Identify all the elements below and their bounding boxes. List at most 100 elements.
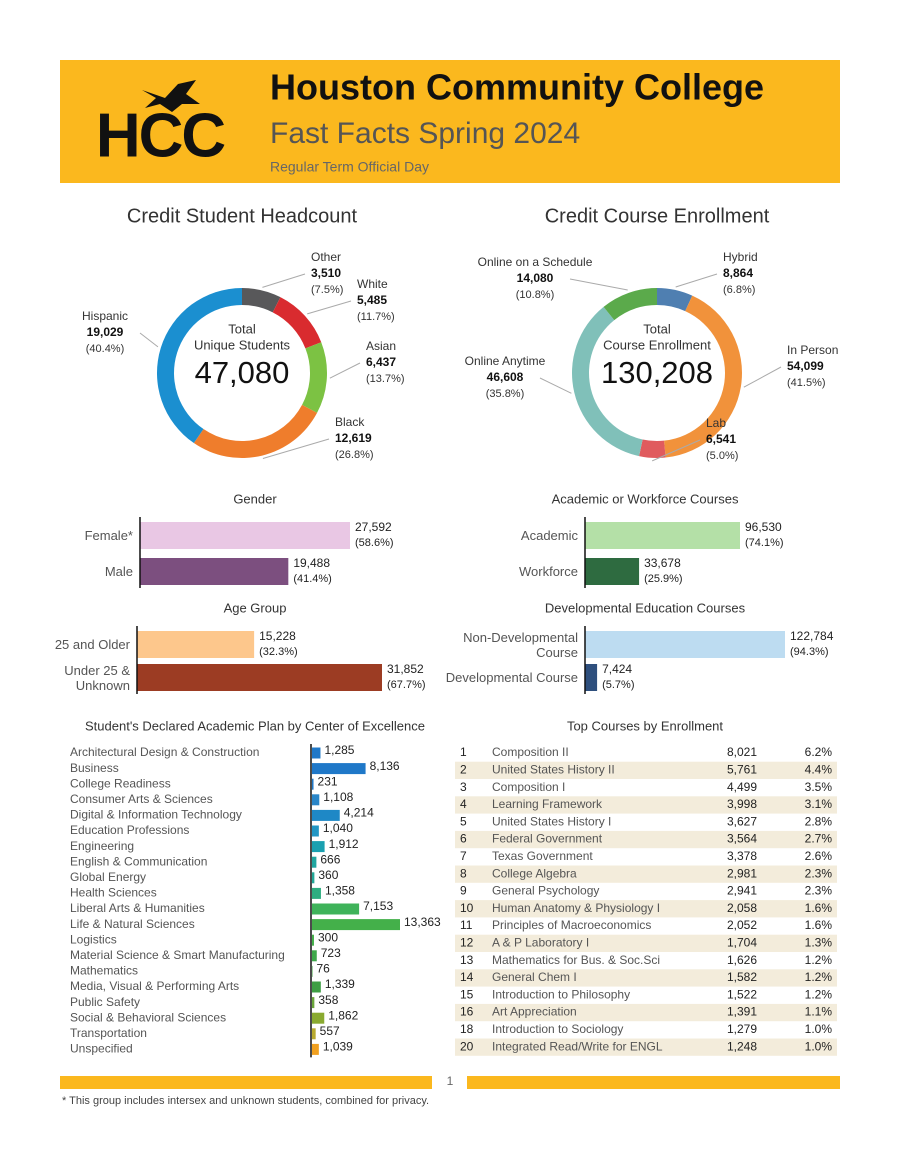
category-label: Transportation xyxy=(70,1026,147,1040)
donut-slice xyxy=(663,295,742,458)
leader-line xyxy=(139,332,159,348)
value-label: 15,228 xyxy=(259,629,296,643)
percent-label: (94.3%) xyxy=(790,646,829,658)
enrollment: 1,391 xyxy=(727,1005,757,1019)
category-label: Health Sciences xyxy=(70,886,157,900)
category-label-box: Developmental Course xyxy=(446,670,578,685)
donut-slice xyxy=(603,288,657,321)
share: 1.3% xyxy=(805,935,833,949)
bar xyxy=(312,903,360,915)
bar xyxy=(312,934,314,946)
slice-percent: (6.8%) xyxy=(723,284,755,296)
percent-label: (25.9%) xyxy=(644,573,683,585)
subtitle: Fast Facts Spring 2024 xyxy=(270,117,580,150)
slice-value: 6,541 xyxy=(706,432,736,446)
share: 3.5% xyxy=(805,780,833,794)
rank: 14 xyxy=(460,970,474,984)
enrollment: 2,981 xyxy=(727,866,757,880)
footnote: * This group includes intersex and unkno… xyxy=(62,1095,429,1107)
row-band xyxy=(455,934,837,952)
slice-value: 19,029 xyxy=(87,325,124,339)
bar xyxy=(312,1028,316,1040)
rank: 12 xyxy=(460,935,474,949)
leader-line xyxy=(262,438,330,459)
bar xyxy=(312,965,313,977)
enrollment: 8,021 xyxy=(727,745,757,759)
percent-label: (32.3%) xyxy=(259,646,298,658)
chart-title: Gender xyxy=(233,491,277,506)
category-label: 25 and Older xyxy=(54,637,130,652)
value-label: 666 xyxy=(320,852,340,866)
category-label-box: Female* xyxy=(85,528,133,543)
donut-slice xyxy=(571,306,643,457)
value-label: 76 xyxy=(317,962,331,976)
rank: 10 xyxy=(460,901,474,915)
course: Federal Government xyxy=(492,832,603,846)
course: Mathematics for Bus. & Soc.Sci xyxy=(492,953,660,967)
row-band xyxy=(455,969,837,987)
share: 1.2% xyxy=(805,970,833,984)
enrollment: 1,248 xyxy=(727,1039,757,1053)
share: 2.3% xyxy=(805,866,833,880)
percent-label: (67.7%) xyxy=(387,679,426,691)
rank: 6 xyxy=(460,832,467,846)
bar xyxy=(585,558,640,585)
slice-percent: (5.0%) xyxy=(706,450,738,462)
value-label: 1,285 xyxy=(324,743,354,757)
center-label: Course Enrollment xyxy=(603,337,711,352)
slice-percent: (10.8%) xyxy=(516,289,555,301)
course: Introduction to Sociology xyxy=(492,1022,623,1036)
slice-label: Black xyxy=(335,415,365,429)
rank: 5 xyxy=(460,814,467,828)
category-label-box: Workforce xyxy=(519,564,578,579)
center-label: Total xyxy=(228,321,256,336)
slice-percent: (40.4%) xyxy=(86,343,125,355)
slice-label: Hybrid xyxy=(723,250,758,264)
bar xyxy=(312,747,321,759)
category-label-box: Academic xyxy=(521,528,578,543)
slice-label: Asian xyxy=(366,339,396,353)
rank: 1 xyxy=(460,745,467,759)
course: Integrated Read/Write for ENGL xyxy=(492,1039,663,1053)
category-label: Workforce xyxy=(519,564,578,579)
percent-label: (41.4%) xyxy=(293,573,332,585)
note: Regular Term Official Day xyxy=(270,159,429,175)
leader-line xyxy=(307,300,352,315)
leader-line xyxy=(743,366,782,388)
category-label: Material Science & Smart Manufacturing xyxy=(70,948,285,962)
category-label: Media, Visual & Performing Arts xyxy=(70,979,239,993)
share: 6.2% xyxy=(805,745,833,759)
value-label: 31,852 xyxy=(387,662,424,676)
bar xyxy=(140,558,289,585)
logo: HCC xyxy=(96,101,226,170)
slice-percent: (7.5%) xyxy=(311,284,343,296)
enrollment: 1,626 xyxy=(727,953,757,967)
row-band xyxy=(455,796,837,814)
bar xyxy=(585,522,740,549)
enrollment: 1,704 xyxy=(727,935,757,949)
enrollment: 2,941 xyxy=(727,884,757,898)
category-label: Unspecified xyxy=(70,1042,133,1056)
value-label: 1,108 xyxy=(323,790,353,804)
category-label: Digital & Information Technology xyxy=(70,808,242,822)
value-label: 4,214 xyxy=(344,806,374,820)
center-total: 47,080 xyxy=(195,355,290,390)
slice-value: 12,619 xyxy=(335,431,372,445)
slice-value: 14,080 xyxy=(517,271,554,285)
category-label: Business xyxy=(70,761,119,775)
value-label: 33,678 xyxy=(644,556,681,570)
rank: 15 xyxy=(460,987,474,1001)
category-label: Liberal Arts & Humanities xyxy=(70,901,205,915)
value-label: 7,153 xyxy=(363,899,393,913)
logo-bird xyxy=(142,80,200,112)
category-label: Mathematics xyxy=(70,964,138,978)
slice-percent: (41.5%) xyxy=(787,377,826,389)
value-label: 96,530 xyxy=(745,520,782,534)
rank: 3 xyxy=(460,780,467,794)
center-label: Unique Students xyxy=(194,337,291,352)
share: 1.2% xyxy=(805,987,833,1001)
slice-percent: (35.8%) xyxy=(486,388,525,400)
course: Learning Framework xyxy=(492,797,603,811)
slice-value: 5,485 xyxy=(357,293,387,307)
